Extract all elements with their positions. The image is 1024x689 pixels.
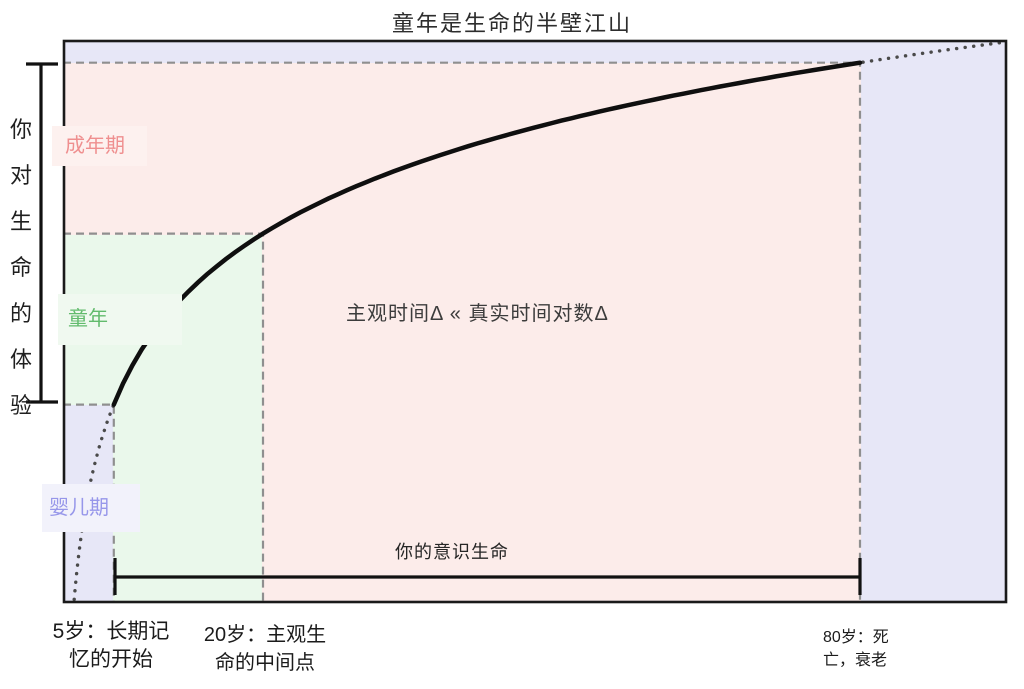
region-label-adulthood-text: 成年期: [65, 135, 125, 157]
milestone-age80-label: 80岁：死 亡，衰老: [823, 626, 889, 672]
region-label-infancy-text: 婴儿期: [49, 497, 109, 519]
milestone-age5-line1: 5岁：长期记: [52, 620, 170, 643]
gridline-age-80: [63, 61, 862, 603]
pre-memory-dotted-curve: [72, 402, 116, 602]
milestone-gridlines: [63, 61, 862, 603]
y-axis-label: 你对生命的体验: [9, 117, 32, 418]
milestone-age5-line2: 忆的开始: [69, 648, 153, 671]
subjective-experience-curve: [111, 60, 863, 407]
post-death-dotted-curve: [861, 40, 1007, 64]
milestone-age80-line1: 80岁：死: [823, 629, 889, 646]
region-label-childhood: 童年: [58, 294, 182, 345]
log-relationship-annotation: 主观时间Δ « 真实时间对数Δ: [346, 303, 609, 325]
conscious-life-label: 你的意识生命: [395, 542, 509, 562]
milestone-age20-label: 20岁：主观生 命的中间点: [204, 621, 326, 677]
milestone-age5-label: 5岁：长期记 忆的开始: [53, 618, 170, 674]
y-axis-experience-bracket: [26, 62, 58, 404]
region-label-adulthood: 成年期: [52, 126, 147, 166]
conscious-life-bracket: [113, 558, 862, 595]
gridline-age-5: [63, 403, 115, 603]
figure-title: 童年是生命的半壁江山: [391, 11, 632, 36]
milestone-age20-line2: 命的中间点: [215, 652, 315, 674]
milestone-age20-line1: 20岁：主观生: [203, 624, 327, 646]
gridline-age-20: [63, 232, 265, 603]
region-label-childhood-text: 童年: [68, 308, 108, 330]
milestone-age80-line2: 亡，衰老: [823, 652, 888, 669]
region-label-infancy: 婴儿期: [42, 484, 140, 532]
region-adulthood-right-band: [262, 235, 861, 603]
